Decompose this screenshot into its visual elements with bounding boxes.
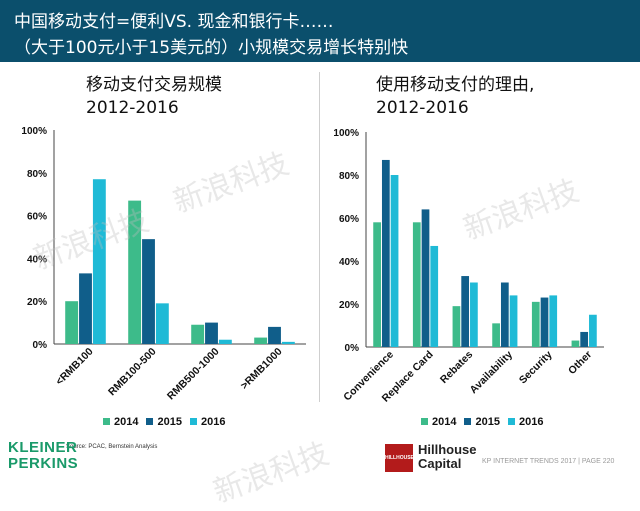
y-tick-label: 60% xyxy=(339,214,359,225)
y-tick-label: 20% xyxy=(27,297,47,308)
bar-2015 xyxy=(540,297,549,347)
bar-2014 xyxy=(254,337,268,344)
bar-2016 xyxy=(281,341,295,344)
category-label: Security xyxy=(517,349,555,387)
bar-2014 xyxy=(571,340,580,347)
hillhouse-line2: Capital xyxy=(418,456,462,471)
legend-swatch-2016 xyxy=(189,418,197,425)
legend-label-2014: 2014 xyxy=(114,416,139,428)
legend-label-2016: 2016 xyxy=(200,416,226,428)
y-tick-label: 100% xyxy=(333,128,359,139)
y-tick-label: 100% xyxy=(21,126,47,137)
bar-2016 xyxy=(390,175,399,347)
slide-title-line2: （大于100元小于15美元的）小规模交易增长特别快 xyxy=(14,38,409,58)
left-chart-title-line1: 移动支付交易规模 xyxy=(86,75,222,95)
bar-2014 xyxy=(531,301,540,347)
kp-logo-line2: PERKINS xyxy=(8,455,79,472)
bar-2014 xyxy=(191,324,205,344)
legend-swatch-2015 xyxy=(146,418,154,425)
bar-2015 xyxy=(268,326,281,344)
y-tick-label: 20% xyxy=(339,300,359,311)
right-chart-title-line1: 使用移动支付的理由, xyxy=(376,75,535,95)
bar-2016 xyxy=(430,245,439,347)
y-tick-label: 0% xyxy=(33,340,48,351)
left-chart-legend: 2014 2015 2016 xyxy=(103,416,233,428)
hillhouse-logo-mark: HILLHOUSE xyxy=(385,444,414,472)
legend-label-2015: 2015 xyxy=(157,416,182,428)
footer-page-label: KP INTERNET TRENDS 2017 | PAGE 220 xyxy=(482,458,615,465)
bar-2016 xyxy=(589,314,597,347)
hillhouse-logo-text: Hillhouse Capital xyxy=(418,443,477,471)
bar-2015 xyxy=(381,159,390,347)
bar-2015 xyxy=(205,322,218,344)
legend-swatch-2015 xyxy=(464,418,472,425)
legend-label-2014: 2014 xyxy=(432,416,457,428)
y-tick-label: 80% xyxy=(27,169,47,180)
bar-2016 xyxy=(549,295,558,347)
bar-2015 xyxy=(421,209,430,347)
slide-title-line1: 中国移动支付=便利VS. 现金和银行卡…… xyxy=(14,12,334,32)
bar-2016 xyxy=(470,282,478,347)
bar-2016 xyxy=(92,179,106,344)
slide-header: 中国移动支付=便利VS. 现金和银行卡…… （大于100元小于15美元的）小规模… xyxy=(0,0,640,62)
category-label: Availability xyxy=(468,349,516,397)
source-note: Source: PCAC, Bernstein Analysis xyxy=(66,444,158,450)
left-chart-title-line2: 2012-2016 xyxy=(86,98,179,118)
right-chart-title: 使用移动支付的理由, 2012-2016 xyxy=(376,74,534,120)
legend-swatch-2016 xyxy=(507,418,515,425)
panel-divider xyxy=(319,72,320,402)
bar-2015 xyxy=(461,276,470,347)
y-tick-label: 60% xyxy=(27,212,47,223)
right-chart-title-line2: 2012-2016 xyxy=(376,98,469,118)
kleiner-perkins-logo: KLEINER PERKINS xyxy=(8,440,78,472)
bar-2016 xyxy=(155,303,169,344)
bar-2014 xyxy=(128,200,142,344)
bar-2014 xyxy=(373,222,381,347)
y-tick-label: 40% xyxy=(339,257,359,268)
y-tick-label: 40% xyxy=(27,254,47,265)
bar-2014 xyxy=(412,222,421,347)
right-chart-legend: 2014 2015 2016 xyxy=(421,416,551,428)
legend-swatch-2014 xyxy=(103,418,110,425)
hillhouse-line1: Hillhouse xyxy=(418,442,477,457)
transaction-size-chart: 0%20%40%60%80%100%<RMB100 RMB100-500 RMB50… xyxy=(21,126,306,402)
legend-label-2015: 2015 xyxy=(475,416,500,428)
bar-2015 xyxy=(500,282,509,347)
legend-label-2016: 2016 xyxy=(518,416,544,428)
bar-2015 xyxy=(142,239,155,344)
bar-2016 xyxy=(509,295,518,347)
bar-2014 xyxy=(452,306,461,347)
y-tick-label: 0% xyxy=(345,343,360,354)
bar-2015 xyxy=(79,273,92,344)
bar-2015 xyxy=(580,331,589,347)
left-chart-title: 移动支付交易规模 2012-2016 xyxy=(86,74,222,120)
kp-logo-line1: KLEINER xyxy=(8,439,78,456)
category-label: Other xyxy=(566,349,594,377)
bar-2014 xyxy=(492,323,500,347)
bar-2016 xyxy=(218,339,232,344)
category-label: Rebates xyxy=(438,349,475,386)
bar-2014 xyxy=(65,301,79,344)
legend-swatch-2014 xyxy=(421,418,428,425)
y-tick-label: 80% xyxy=(339,171,359,182)
